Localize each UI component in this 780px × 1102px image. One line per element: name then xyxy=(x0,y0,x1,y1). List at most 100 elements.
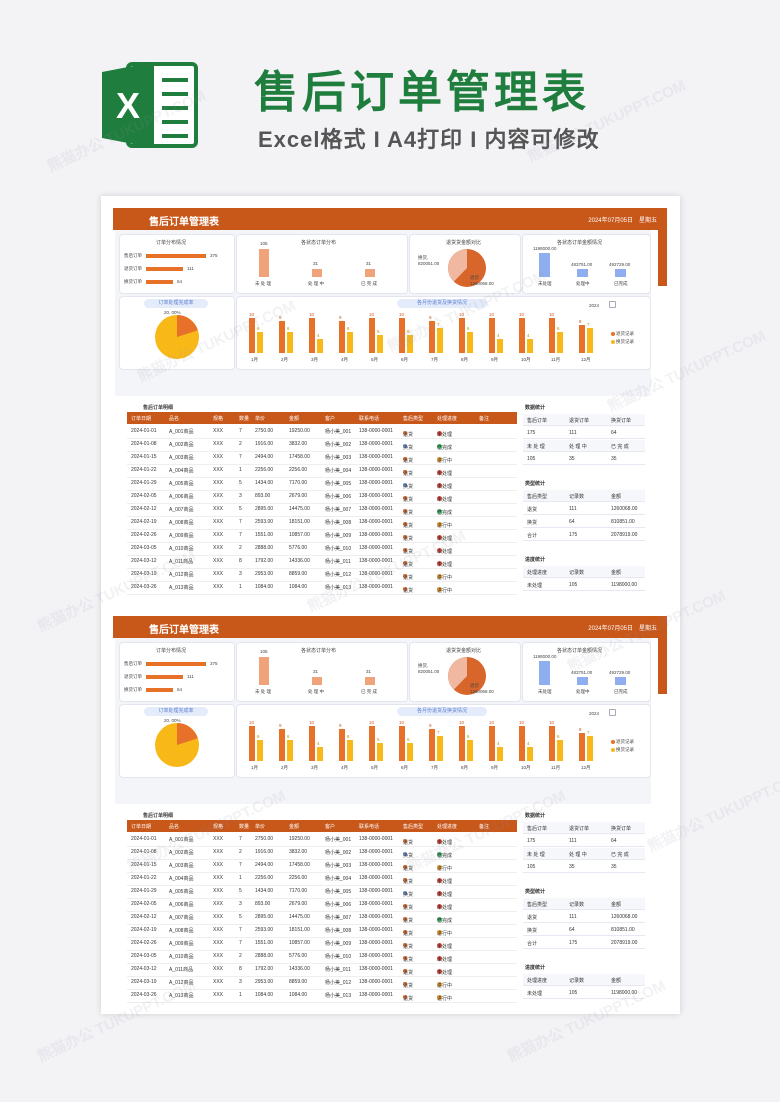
status-bar xyxy=(365,677,375,685)
table-row[interactable]: 2024-01-08 A_002商品 XXX 2 1916.00 3832.00 杨小美_0… xyxy=(127,438,517,452)
table-cell: 138-0000-0001 xyxy=(359,558,393,564)
table-cell: 2024-02-19 xyxy=(131,519,157,525)
table-header-cell: 订单日期 xyxy=(131,416,152,422)
table-header-cell: 售后类型 xyxy=(403,824,424,830)
monthly-exchange-bar xyxy=(317,339,323,353)
table-row[interactable]: 2024-02-26 A_009商品 XXX 7 1551.00 10857.00 杨小美_… xyxy=(127,937,517,951)
table-row[interactable]: 2024-02-12 A_007商品 XXX 5 2895.00 14475.00 杨小美_… xyxy=(127,503,517,517)
amount-bar-value: 1198000.00 xyxy=(533,654,557,659)
table-cell: 2953.00 xyxy=(255,979,274,985)
year-selector[interactable]: 2024 xyxy=(589,711,600,716)
table-row[interactable]: 2024-03-19 A_012商品 XXX 3 2953.00 8859.00 杨小美_0… xyxy=(127,568,517,582)
table-row[interactable]: 2024-02-12 A_007商品 XXX 5 2895.00 14475.00 杨小美_… xyxy=(127,911,517,925)
table-row[interactable]: 2024-02-19 A_008商品 XXX 7 2593.00 18151.00 杨小美_… xyxy=(127,924,517,938)
sheet-page-2: 售后订单管理表 2024年07月05日 星期五 订单分布情况 售后订单 375 退货… xyxy=(113,616,667,1012)
monthly-exchange-bar xyxy=(437,328,443,353)
table-cell: A_002商品 xyxy=(169,442,194,448)
table-cell: XXX xyxy=(213,888,224,894)
monthly-return-bar xyxy=(579,325,585,353)
monthly-exchange-value: 6 xyxy=(257,326,260,331)
table-row[interactable]: 2024-03-19 A_012商品 XXX 3 2953.00 8859.00 杨小美_0… xyxy=(127,976,517,990)
panel-title: 各状态订单金额情况 xyxy=(557,240,603,246)
table-row[interactable]: 2024-01-01 A_001商品 XXX 7 2750.00 19250.00 杨小美_… xyxy=(127,425,517,439)
table-row[interactable]: 2024-03-26 A_013商品 XXX 1 1084.00 1084.00 杨小美_0… xyxy=(127,989,517,1003)
table-cell: 3 xyxy=(239,571,242,577)
type-dot-icon xyxy=(403,535,407,539)
table-cell: 138-0000-0001 xyxy=(359,493,393,499)
table-cell: 5776.00 xyxy=(289,953,308,959)
stats-cell: 未处理 xyxy=(527,991,543,997)
status-dot-icon xyxy=(437,535,442,540)
progress-status: 未处理 xyxy=(437,471,453,477)
year-spinner-icon[interactable] xyxy=(609,301,616,308)
year-selector[interactable]: 2024 xyxy=(589,303,600,308)
table-row[interactable]: 2024-01-29 A_005商品 XXX 5 1434.00 7170.00 杨小美_0… xyxy=(127,885,517,899)
table-cell: 19250.00 xyxy=(289,428,310,434)
table-cell: 2024-02-26 xyxy=(131,532,157,538)
stats-row: 退货 111 1260068.00 xyxy=(523,911,645,923)
stats-cell: 退货 xyxy=(527,915,538,921)
progress-status: 未处理 xyxy=(437,432,453,438)
table-row[interactable]: 2024-02-05 A_006商品 XXX 3 893.00 2679.00 杨小美_00… xyxy=(127,490,517,504)
table-cell: 1 xyxy=(239,467,242,473)
after-sale-type: 换货 xyxy=(403,445,414,451)
after-sale-type: 退货 xyxy=(403,536,414,542)
table-row[interactable]: 2024-01-22 A_004商品 XXX 1 2256.00 2256.00 杨小美_0… xyxy=(127,872,517,886)
type-dot-icon xyxy=(403,891,407,895)
table-cell: A_002商品 xyxy=(169,850,194,856)
table-row[interactable]: 2024-03-12 A_011商品 XXX 8 1792.00 14336.00 杨小美_… xyxy=(127,963,517,977)
table-row[interactable]: 2024-03-12 A_011商品 XXX 8 1792.00 14336.00 杨小美_… xyxy=(127,555,517,569)
year-spinner-icon[interactable] xyxy=(609,709,616,716)
table-row[interactable]: 2024-01-22 A_004商品 XXX 1 2256.00 2256.00 杨小美_0… xyxy=(127,464,517,478)
status-dot-icon xyxy=(437,969,442,974)
monthly-return-bar xyxy=(519,318,525,353)
monthly-label: 4月 xyxy=(341,357,349,362)
table-row[interactable]: 2024-01-08 A_002商品 XXX 2 1916.00 3832.00 杨小美_0… xyxy=(127,846,517,860)
table-row[interactable]: 2024-03-05 A_010商品 XXX 2 2888.00 5776.00 杨小美_0… xyxy=(127,950,517,964)
stats-cell: 105 xyxy=(527,456,536,462)
table-row[interactable]: 2024-01-29 A_005商品 XXX 5 1434.00 7170.00 杨小美_0… xyxy=(127,477,517,491)
table-row[interactable]: 2024-01-15 A_003商品 XXX 7 2494.00 17458.00 杨小美_… xyxy=(127,451,517,465)
status-dot-icon xyxy=(437,496,442,501)
amount-bar xyxy=(577,269,588,277)
sheet-title-band: 售后订单管理表 2024年07月05日 星期五 xyxy=(113,208,667,230)
table-cell: 2888.00 xyxy=(255,545,274,551)
monthly-exchange-bar xyxy=(557,740,563,761)
type-dot-icon xyxy=(403,982,407,986)
table-row[interactable]: 2024-01-15 A_003商品 XXX 7 2494.00 17458.00 杨小美_… xyxy=(127,859,517,873)
table-cell: A_012商品 xyxy=(169,572,194,578)
table-row[interactable]: 2024-01-01 A_001商品 XXX 7 2750.00 19250.00 杨小美_… xyxy=(127,833,517,847)
table-cell: A_011商品 xyxy=(169,559,194,565)
stats-panel: 数据统计 售后订单 退货订单 换货订单 175 111 64 未 处 理 处 理 中 已 完 成 1… xyxy=(523,812,645,1012)
progress-status: 未处理 xyxy=(437,536,453,542)
stats-cell: 2078919.00 xyxy=(611,532,638,538)
table-cell: 杨小美_011 xyxy=(325,559,351,565)
type-dot-icon xyxy=(403,878,407,882)
type-dot-icon xyxy=(403,561,407,565)
pie-slice-exchange xyxy=(448,249,467,282)
stats-row: 合计 175 2078919.00 xyxy=(523,529,645,541)
table-cell: 2 xyxy=(239,441,242,447)
table-row[interactable]: 2024-03-26 A_013商品 XXX 1 1084.00 1084.00 杨小美_0… xyxy=(127,581,517,595)
monthly-return-value: 10 xyxy=(309,312,315,317)
table-cell: 杨小美_009 xyxy=(325,941,352,947)
table-row[interactable]: 2024-02-19 A_008商品 XXX 7 2593.00 18151.00 杨小美_… xyxy=(127,516,517,530)
status-bar-label: 未 处 理 xyxy=(255,689,272,694)
type-dot-icon xyxy=(403,904,407,908)
table-cell: 2895.00 xyxy=(255,506,274,512)
table-cell: 2024-01-01 xyxy=(131,836,157,842)
monthly-label: 1月 xyxy=(251,765,259,770)
status-bar-value: 31 xyxy=(366,261,372,266)
table-cell: 杨小美_007 xyxy=(325,915,352,921)
progress-status: 未处理 xyxy=(437,957,453,963)
table-row[interactable]: 2024-02-26 A_009商品 XXX 7 1551.00 10857.00 杨小美_… xyxy=(127,529,517,543)
table-row[interactable]: 2024-03-05 A_010商品 XXX 2 2888.00 5776.00 杨小美_0… xyxy=(127,542,517,556)
table-cell: 2024-01-15 xyxy=(131,862,157,868)
table-cell: 3 xyxy=(239,493,242,499)
monthly-exchange-bar xyxy=(467,740,473,761)
table-row[interactable]: 2024-02-05 A_006商品 XXX 3 893.00 2679.00 杨小美_00… xyxy=(127,898,517,912)
progress-status: 已完成 xyxy=(437,918,453,924)
table-cell: 14336.00 xyxy=(289,966,310,972)
status-dot-icon xyxy=(437,561,442,566)
monthly-exchange-bar xyxy=(317,747,323,761)
